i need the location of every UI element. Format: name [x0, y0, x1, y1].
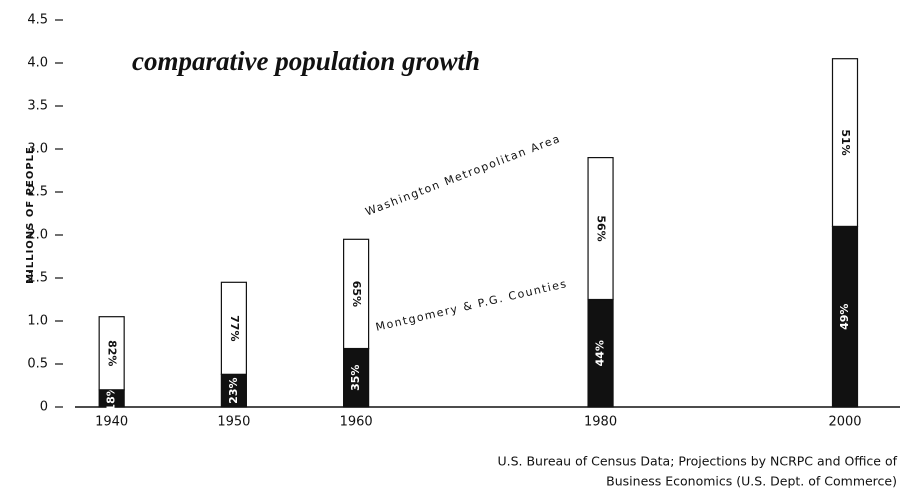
- x-tick-label: 2000: [828, 415, 861, 430]
- share-label: 18%: [105, 385, 118, 411]
- share-label: 77%: [228, 315, 241, 341]
- y-tick-label: 3.5: [27, 99, 48, 114]
- y-tick-label: 4.0: [27, 56, 48, 71]
- bar-segment: [98, 316, 125, 391]
- bar-segment: [831, 58, 859, 227]
- bar-segment: [343, 347, 370, 408]
- y-tick-label: 0: [40, 400, 48, 415]
- share-label: 65%: [350, 281, 363, 307]
- series-annotation: Washington Metropolitan Area: [363, 132, 562, 219]
- share-label: 51%: [839, 129, 852, 155]
- series-annotation: Montgomery & P.G. Counties: [374, 277, 568, 334]
- bar-segment: [831, 225, 859, 408]
- share-label: 56%: [595, 215, 608, 241]
- share-label: 82%: [106, 340, 119, 366]
- y-axis-title: MILLIONS OF PEOPLE: [25, 146, 36, 284]
- bar-segment: [343, 238, 370, 350]
- x-tick-label: 1950: [217, 415, 250, 430]
- x-tick-label: 1980: [584, 415, 617, 430]
- y-tick-label: 1.5: [27, 271, 48, 286]
- x-tick-label: 1940: [95, 415, 128, 430]
- share-label: 23%: [227, 377, 240, 403]
- share-label: 35%: [349, 365, 362, 391]
- y-tick-label: 1.0: [27, 314, 48, 329]
- bar-segment: [220, 281, 247, 375]
- bar-segment: [587, 298, 614, 408]
- share-label: 49%: [838, 304, 851, 330]
- y-tick-label: 2.0: [27, 228, 48, 243]
- x-tick-label: 1960: [340, 415, 373, 430]
- y-tick-label: 0.5: [27, 357, 48, 372]
- y-tick-label: 2.5: [27, 185, 48, 200]
- y-tick-label: 4.5: [27, 13, 48, 28]
- source-note: Business Economics (U.S. Dept. of Commer…: [606, 474, 897, 489]
- bar-segment: [587, 157, 614, 301]
- chart-title: comparative population growth: [132, 46, 480, 76]
- bar-segment: [220, 373, 247, 408]
- y-tick-label: 3.0: [27, 142, 48, 157]
- source-note: U.S. Bureau of Census Data; Projections …: [497, 454, 897, 469]
- share-label: 44%: [594, 340, 607, 366]
